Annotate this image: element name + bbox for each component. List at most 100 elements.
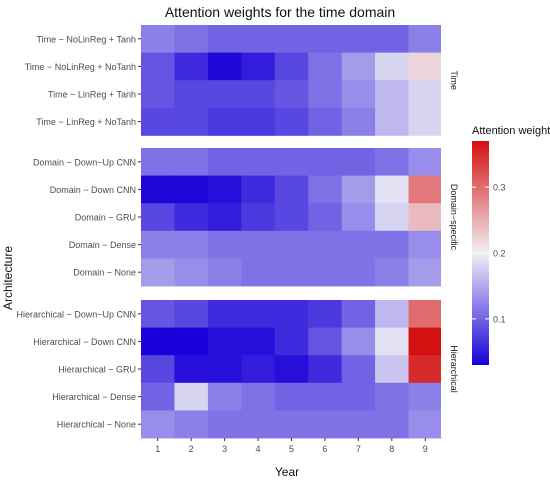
row-label: Time − NoLinReg + NoTanh	[25, 62, 136, 72]
heatmap-cell	[375, 107, 409, 136]
heatmap-cell	[141, 230, 175, 259]
heatmap-cell	[174, 107, 209, 136]
heatmap-cell	[308, 52, 343, 81]
heatmap-cell	[408, 230, 443, 259]
heatmap-cell	[274, 382, 309, 411]
heatmap-cell	[341, 327, 376, 356]
legend-tick-label: 0.2	[493, 249, 506, 259]
heatmap-cell	[241, 25, 276, 53]
heatmap-cell	[141, 355, 175, 384]
heatmap-cell	[207, 327, 242, 356]
heatmap-cell	[408, 355, 443, 384]
x-tick-label: 2	[189, 444, 194, 454]
heatmap-cell	[341, 355, 376, 384]
heatmap-cell	[341, 148, 376, 176]
heatmap-cell	[274, 230, 309, 259]
row-label: Time − LinReg + Tanh	[48, 90, 136, 100]
x-tick-label: 6	[322, 444, 327, 454]
heatmap-cell	[141, 300, 175, 328]
heatmap-cell	[141, 203, 175, 232]
heatmap-cell	[341, 52, 376, 81]
row-label: Hierarchical − Dense	[52, 392, 136, 402]
heatmap-cell	[341, 230, 376, 259]
x-tick-label: 4	[256, 444, 261, 454]
heatmap-cell	[207, 258, 242, 287]
heatmap-cell	[274, 258, 309, 287]
heatmap-cell	[308, 25, 343, 53]
heatmap-cell	[341, 175, 376, 204]
heatmap-cell	[375, 382, 409, 411]
heatmap-cell	[207, 355, 242, 384]
heatmap-cell	[274, 52, 309, 81]
heatmap-cell	[274, 203, 309, 232]
heatmap-cell	[274, 300, 309, 328]
heatmap-cell	[308, 300, 343, 328]
heatmap-cell	[375, 148, 409, 176]
legend-tick-label: 0.3	[493, 183, 506, 193]
x-axis-title: Year	[275, 465, 299, 479]
heatmap-cell	[341, 203, 376, 232]
panel-strip-label: Hierarchical	[449, 345, 459, 393]
row-label: Hierarchical − Down CNN	[33, 337, 136, 347]
heatmap-cell	[375, 175, 409, 204]
heatmap-cell	[375, 80, 409, 109]
heatmap-cell	[308, 355, 343, 384]
row-label: Domain − Down CNN	[50, 185, 136, 195]
y-axis-title: Architecture	[1, 246, 15, 310]
heatmap-cell	[141, 327, 175, 356]
heatmap-cell	[207, 203, 242, 232]
heatmap-cell	[241, 52, 276, 81]
heatmap-cell	[375, 355, 409, 384]
row-label: Time − LinReg + NoTanh	[36, 117, 136, 127]
heatmap-cell	[408, 175, 443, 204]
row-label: Domain − Down−Up CNN	[33, 157, 136, 167]
color-legend: Attention weight 0.1 0.2 0.3	[472, 125, 550, 365]
legend-tick-label: 0.1	[493, 314, 506, 324]
heatmap-cell	[274, 355, 309, 384]
heatmap-cell	[274, 107, 309, 136]
heatmap-cell	[308, 258, 343, 287]
heatmap-cell	[241, 107, 276, 136]
heatmap-cell	[308, 80, 343, 109]
heatmap-cell	[308, 148, 343, 176]
heatmap-cell	[241, 327, 276, 356]
heatmap-cell	[274, 410, 309, 439]
heatmap-cell	[341, 300, 376, 328]
heatmap-cell	[408, 382, 443, 411]
heatmap-cell	[241, 80, 276, 109]
heatmap-cell	[141, 107, 175, 136]
heatmap-cell	[174, 148, 209, 176]
heatmap-cell	[241, 355, 276, 384]
heatmap-cell	[274, 148, 309, 176]
x-tick-label: 3	[222, 444, 227, 454]
heatmap-cell	[274, 80, 309, 109]
panel-strip	[441, 300, 455, 438]
heatmap-cell	[174, 355, 209, 384]
heatmap-cell	[174, 327, 209, 356]
heatmap-cell	[174, 410, 209, 439]
heatmap-cell	[174, 382, 209, 411]
panel-strip-label: Time	[449, 70, 459, 90]
heatmap-cell	[174, 52, 209, 81]
panel-strip-label: Domain−specific	[449, 184, 459, 251]
row-label: Time − NoLinReg + Tanh	[36, 34, 136, 44]
heatmap-cell	[174, 25, 209, 53]
panel-strip-labels: Time Domain−specific Hierarchical	[441, 25, 459, 438]
heatmap-cell	[375, 327, 409, 356]
heatmap-cell	[341, 410, 376, 439]
heatmap-cell	[341, 25, 376, 53]
heatmap-cell	[241, 148, 276, 176]
heatmap-cell	[408, 410, 443, 439]
heatmap-cell	[141, 80, 175, 109]
heatmap-cell	[141, 25, 175, 53]
heatmap-cell	[308, 327, 343, 356]
heatmap-cell	[207, 382, 242, 411]
x-tick-label: 1	[155, 444, 160, 454]
heatmap-cell	[308, 203, 343, 232]
panel-strip	[441, 148, 455, 286]
color-bar	[472, 141, 489, 365]
heatmap-cell	[141, 175, 175, 204]
heatmap-cell	[174, 230, 209, 259]
heatmap-cells	[141, 25, 443, 439]
heatmap-cell	[308, 382, 343, 411]
